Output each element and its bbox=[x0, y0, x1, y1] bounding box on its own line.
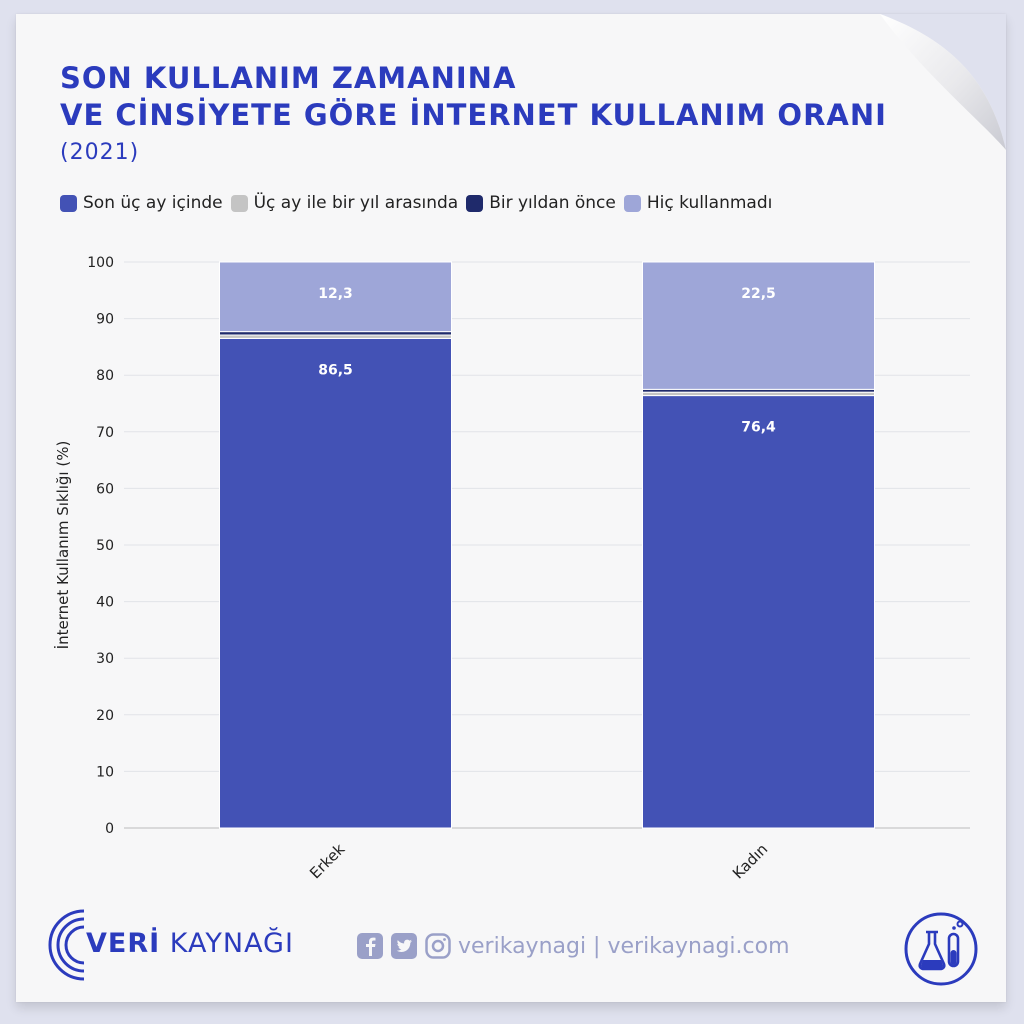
y-tick-label: 80 bbox=[96, 368, 114, 384]
twitter-icon[interactable] bbox=[390, 932, 418, 960]
social-handle-text: verikaynagi | verikaynagi.com bbox=[458, 933, 790, 959]
bar-segment bbox=[642, 395, 875, 829]
social-links: verikaynagi | verikaynagi.com bbox=[356, 932, 790, 960]
brand-name-bold: VERİ bbox=[86, 928, 161, 959]
y-tick-label: 40 bbox=[96, 595, 114, 611]
veri-kaynagi-logo-icon bbox=[48, 909, 85, 981]
y-tick-label: 30 bbox=[96, 651, 114, 667]
legend-swatch bbox=[466, 194, 484, 212]
bar-segment bbox=[219, 337, 452, 829]
y-tick-label: 0 bbox=[105, 821, 114, 837]
brand-name-rest: KAYNAĞI bbox=[160, 928, 294, 959]
brand-name: VERİ KAYNAĞI bbox=[86, 928, 294, 959]
x-tick-label: Erkek bbox=[306, 840, 348, 882]
legend-item-uc-ay-bir-yil: Üç ay ile bir yıl arasında bbox=[230, 193, 459, 213]
y-tick-label: 100 bbox=[87, 255, 114, 271]
chart-title-line-1: SON KULLANIM ZAMANINA bbox=[60, 61, 517, 95]
bar-segment bbox=[219, 331, 452, 336]
bar-data-label: 12,3 bbox=[318, 286, 353, 302]
legend-swatch bbox=[623, 194, 641, 212]
x-tick-label: Kadın bbox=[729, 840, 771, 882]
y-tick-label: 60 bbox=[96, 481, 114, 497]
bar-data-label: 86,5 bbox=[318, 362, 353, 378]
instagram-icon[interactable] bbox=[424, 932, 452, 960]
y-tick-label: 20 bbox=[96, 708, 114, 724]
chart-title-line-2: VE CİNSİYETE GÖRE İNTERNET KULLANIM ORAN… bbox=[60, 98, 887, 132]
legend-item-son-uc-ay: Son üç ay içinde bbox=[60, 193, 223, 213]
legend-label: Hiç kullanmadı bbox=[646, 193, 773, 213]
chart-year: (2021) bbox=[60, 140, 140, 165]
y-axis-label: İnternet Kullanım Sıklığı (%) bbox=[53, 441, 72, 650]
bar-data-label: 22,5 bbox=[741, 286, 776, 302]
bar-segment bbox=[642, 391, 875, 397]
legend-label: Üç ay ile bir yıl arasında bbox=[253, 193, 459, 213]
legend-label: Bir yıldan önce bbox=[489, 193, 616, 213]
bar-segment bbox=[219, 334, 452, 339]
legend-item-bir-yildan-once: Bir yıldan önce bbox=[466, 193, 616, 213]
facebook-icon[interactable] bbox=[356, 932, 384, 960]
legend-item-hic-kullanmadi: Hiç kullanmadı bbox=[623, 193, 773, 213]
legend-swatch bbox=[60, 194, 77, 212]
y-tick-label: 90 bbox=[96, 312, 114, 328]
y-tick-label: 50 bbox=[96, 538, 114, 554]
flask-icon bbox=[904, 912, 978, 986]
legend-swatch bbox=[230, 194, 248, 212]
bar-segment bbox=[642, 261, 875, 390]
bar-data-label: 76,4 bbox=[741, 420, 776, 436]
y-tick-label: 10 bbox=[96, 764, 114, 780]
legend-label: Son üç ay içinde bbox=[83, 193, 223, 213]
bar-segment bbox=[219, 261, 452, 333]
chart-title: SON KULLANIM ZAMANINA VE CİNSİYETE GÖRE … bbox=[60, 60, 887, 134]
chart-legend: Son üç ay içinde Üç ay ile bir yıl arası… bbox=[60, 193, 780, 213]
y-tick-label: 70 bbox=[96, 425, 114, 441]
